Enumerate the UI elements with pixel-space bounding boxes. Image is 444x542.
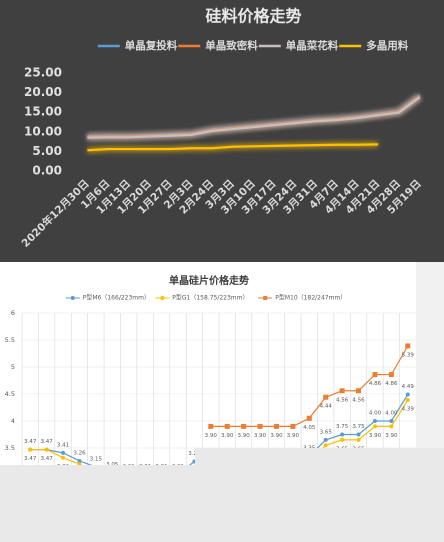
legend-label: P型M6（166/223mm） — [83, 294, 150, 302]
data-label: 4.86 — [369, 381, 382, 387]
data-label: 3.90 — [369, 433, 382, 439]
point — [389, 424, 394, 429]
point — [340, 432, 345, 437]
legend-label: P型G1（158.75/223mm） — [172, 294, 248, 302]
data-label: 3.47 — [41, 456, 54, 462]
point — [372, 372, 378, 378]
data-label: 3.90 — [221, 433, 234, 439]
point — [372, 419, 377, 423]
y-tick-label: 4 — [11, 417, 15, 425]
chart-title: 硅料价格走势 — [205, 7, 301, 26]
y-tick-label: 15.00 — [24, 105, 62, 119]
data-label: 3.47 — [24, 439, 37, 445]
data-label: 5.39 — [402, 352, 415, 358]
data-label: 3.90 — [254, 433, 267, 439]
point — [340, 437, 345, 442]
data-label: 3.26 — [73, 450, 86, 456]
data-label: 4.00 — [385, 411, 398, 417]
point — [224, 423, 230, 429]
point — [339, 388, 345, 394]
point — [323, 394, 329, 400]
point — [356, 388, 362, 394]
point — [208, 423, 214, 429]
overlay — [0, 465, 444, 542]
legend-marker — [160, 296, 165, 300]
data-label: 3.90 — [238, 433, 251, 439]
series-line — [87, 143, 379, 152]
legend-label: 单晶复投料 — [125, 39, 178, 52]
y-tick-label: 5.00 — [32, 144, 62, 158]
data-label: 3.15 — [90, 456, 103, 462]
point — [389, 419, 394, 423]
data-label: 4.49 — [402, 384, 415, 390]
point — [257, 423, 263, 429]
y-tick-label: 0.00 — [32, 164, 62, 178]
point — [241, 423, 247, 429]
point — [405, 397, 410, 402]
point — [356, 437, 361, 442]
point — [323, 443, 328, 448]
legend-label: 多晶用料 — [366, 39, 408, 52]
data-label: 3.47 — [24, 456, 37, 462]
data-label: 3.41 — [57, 442, 69, 448]
point — [290, 423, 296, 429]
point — [77, 458, 82, 463]
data-label: 3.05 — [106, 462, 119, 468]
data-label: 4.56 — [336, 397, 349, 403]
data-label: 3.75 — [336, 424, 349, 430]
point — [306, 415, 312, 421]
point — [356, 432, 361, 437]
legend-label: 单晶菜花料 — [286, 39, 339, 52]
point — [405, 343, 411, 349]
legend-label: 单晶致密料 — [205, 39, 258, 52]
chart-title: 单晶硅片价格走势 — [169, 274, 249, 287]
data-label: 3.90 — [287, 433, 300, 439]
y-tick-label: 5.5 — [5, 336, 15, 344]
series-line — [87, 96, 421, 139]
data-label: 3.25 — [188, 451, 201, 457]
data-label: 4.86 — [385, 381, 398, 387]
point — [28, 447, 33, 452]
y-tick-label: 5 — [11, 363, 15, 371]
legend-label: P型M10（182/247mm） — [275, 294, 346, 302]
data-label: 3.90 — [270, 433, 283, 439]
y-tick-label: 10.00 — [24, 124, 62, 138]
legend-marker — [263, 296, 268, 300]
data-label: 3.90 — [385, 433, 398, 439]
y-tick-label: 4.5 — [5, 390, 15, 398]
point — [273, 423, 279, 429]
data-label: 3.47 — [41, 439, 54, 445]
data-label: 4.39 — [402, 406, 415, 412]
data-label: 3.75 — [352, 424, 365, 430]
point — [405, 392, 410, 397]
point — [44, 447, 49, 452]
data-label: 4.00 — [369, 411, 382, 417]
data-label: 3.65 — [320, 429, 333, 435]
y-tick-label: 20.00 — [24, 85, 62, 99]
point — [323, 437, 328, 442]
data-label: 4.56 — [352, 397, 365, 403]
legend-marker — [70, 296, 75, 300]
point — [61, 450, 66, 455]
data-label: 3.90 — [205, 433, 218, 439]
y-tick-label: 6 — [11, 309, 15, 317]
y-tick-label: 3.5 — [5, 444, 15, 452]
point — [388, 372, 394, 378]
point — [61, 455, 66, 460]
point — [372, 424, 377, 429]
y-tick-label: 25.00 — [24, 66, 62, 80]
data-label: 4.05 — [303, 425, 316, 431]
data-label: 4.44 — [320, 404, 333, 410]
